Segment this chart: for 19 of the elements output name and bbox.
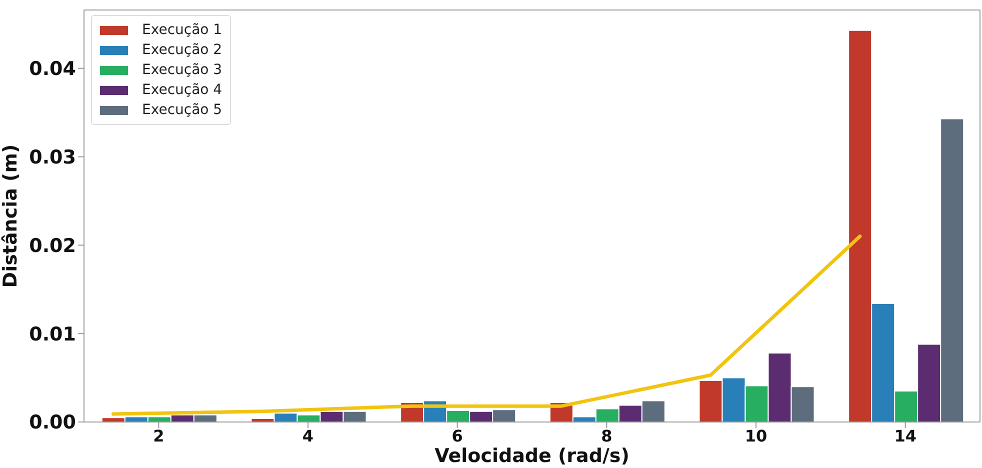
y-tick-label: 0.01 <box>29 323 76 346</box>
legend-label: Execução 1 <box>142 21 222 40</box>
y-tick-label: 0.02 <box>29 234 76 257</box>
x-tick-label: 2 <box>153 426 164 446</box>
x-tick-label: 8 <box>601 426 612 446</box>
y-tick-label: 0.04 <box>29 58 76 80</box>
legend-label: Execução 4 <box>142 81 222 100</box>
x-axis-title: Velocidade (rad/s) <box>434 445 630 467</box>
legend-label: Execução 3 <box>142 61 222 80</box>
x-tick-label: 10 <box>744 426 768 446</box>
legend-label: Execução 5 <box>142 101 222 120</box>
x-tick-label: 6 <box>452 426 463 446</box>
legend-label: Execução 2 <box>142 41 222 60</box>
line-series <box>112 234 862 416</box>
x-tick-label: 14 <box>894 426 916 446</box>
y-tick-label: 0.00 <box>29 412 76 434</box>
x-tick-label: 4 <box>302 426 314 446</box>
y-tick-label: 0.03 <box>29 146 76 169</box>
y-axis-title: Distância (m) <box>0 144 22 288</box>
